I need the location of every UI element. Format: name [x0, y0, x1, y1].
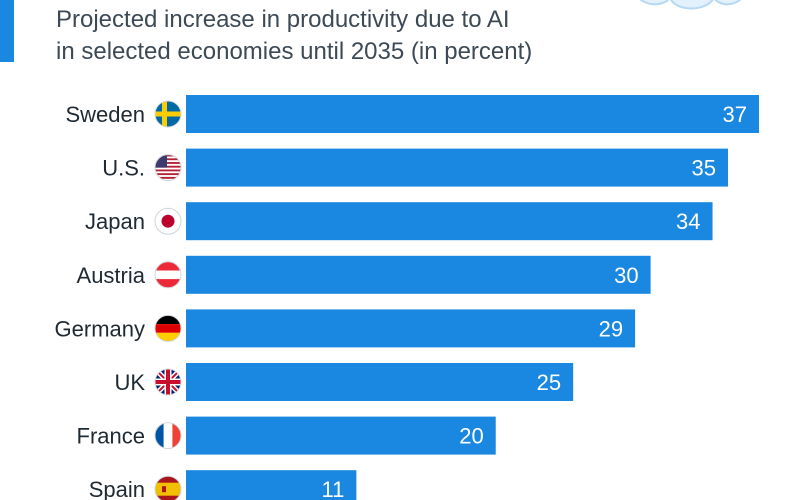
flag-border	[154, 368, 182, 396]
decorative-cloud-icon	[639, 0, 742, 10]
spain-flag-icon	[155, 476, 181, 500]
bar-value-label: 25	[537, 370, 561, 395]
bar	[186, 255, 651, 294]
category-label: Japan	[85, 209, 145, 234]
category-label: U.S.	[102, 156, 145, 181]
austria-flag-icon	[155, 261, 181, 288]
bar	[186, 363, 574, 401]
subtitle-line-2: in selected economies until 2035 (in per…	[56, 38, 533, 65]
flag-border	[154, 207, 182, 235]
chart-subtitle: Projected increase in productivity due t…	[56, 4, 676, 68]
bar	[186, 202, 713, 241]
bar-value-label: 11	[322, 477, 345, 500]
accent-bar	[0, 0, 14, 62]
bar-value-label: 35	[692, 156, 716, 181]
us-flag-icon	[155, 154, 181, 181]
flag-border	[154, 261, 182, 289]
category-label: Sweden	[65, 102, 145, 127]
category-label: Austria	[77, 263, 146, 288]
bar-value-label: 37	[723, 102, 747, 127]
flag-border	[154, 475, 182, 500]
flag-border	[154, 422, 182, 450]
category-label: UK	[114, 370, 145, 395]
bar	[186, 309, 636, 348]
germany-flag-icon	[155, 315, 181, 342]
france-flag-icon	[155, 422, 181, 449]
flag-border	[154, 100, 182, 128]
bar	[186, 470, 357, 500]
bar	[186, 148, 729, 187]
japan-flag-icon	[155, 208, 181, 235]
uk-flag-icon	[155, 369, 181, 395]
bar	[186, 416, 496, 455]
subtitle-line-1: Projected increase in productivity due t…	[56, 6, 510, 33]
bar-value-label: 34	[676, 209, 700, 234]
bar	[186, 95, 759, 133]
bar-value-label: 20	[459, 424, 483, 449]
category-label: Germany	[55, 316, 145, 341]
category-label: Spain	[89, 477, 145, 500]
flag-border	[154, 314, 182, 342]
bar-value-label: 30	[614, 263, 638, 288]
bar-value-label: 29	[599, 316, 623, 341]
sweden-flag-icon	[155, 101, 181, 127]
flag-border	[154, 154, 182, 182]
category-label: France	[77, 424, 145, 449]
